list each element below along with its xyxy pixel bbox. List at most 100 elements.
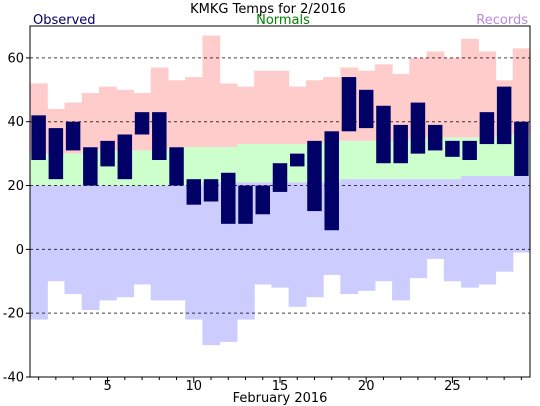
y-tick-label: 20 [7, 179, 24, 194]
record-high-bar [323, 77, 341, 141]
record-high-bar [185, 77, 204, 148]
record-high-bar [236, 86, 255, 145]
axes: -40 -20 0 20 40 60 5 10 15 20 25 [3, 51, 522, 394]
observed-bar [307, 140, 322, 212]
observed-bar [221, 172, 236, 224]
record-low-bar [81, 185, 100, 310]
record-low-bar [167, 185, 186, 301]
normal-range-bar [254, 144, 272, 183]
normal-range-bar [202, 147, 221, 183]
record-low-bar [426, 179, 445, 259]
grid-lines [30, 57, 530, 314]
normal-range-bar [357, 140, 376, 180]
legend-records: Records [476, 13, 528, 28]
record-high-bar [392, 73, 410, 141]
observed-bar [65, 121, 81, 151]
observed-bar [514, 121, 529, 176]
observed-bar [290, 153, 305, 167]
record-low-bar [409, 179, 428, 279]
observed-bar [48, 128, 64, 180]
record-low-bar [340, 179, 359, 295]
observed-bar [427, 124, 443, 151]
observed-bar [238, 185, 253, 224]
record-low-bar [150, 185, 169, 301]
observed-bar [272, 163, 288, 192]
record-high-bar [461, 38, 479, 138]
normal-range-bar [185, 147, 204, 186]
observed-bar [100, 140, 115, 167]
y-tick-label: 60 [7, 51, 24, 66]
record-low-bar [202, 182, 221, 346]
observed-bar [496, 86, 512, 145]
y-tick-label: 40 [7, 115, 24, 130]
record-high-bar [305, 80, 324, 145]
observed-bar [169, 147, 184, 186]
record-low-bar [64, 185, 83, 295]
x-axis-label: February 2016 [233, 391, 328, 406]
record-high-bar [219, 83, 238, 148]
record-low-bar [47, 185, 66, 282]
normal-range-bar [495, 134, 514, 176]
record-low-bar [357, 179, 376, 291]
observed-bar [134, 112, 150, 135]
observed-bar [479, 112, 495, 145]
observed-bar [445, 140, 460, 157]
x-tick-label: 15 [272, 379, 289, 394]
record-low-bar [185, 185, 204, 320]
observed-bar [324, 131, 339, 231]
normal-range-bar [340, 140, 359, 180]
record-high-bar [202, 35, 221, 148]
normal-range-bar [478, 137, 497, 176]
record-low-bar [392, 179, 410, 301]
record-low-bar [133, 185, 152, 285]
record-high-bar [98, 86, 117, 151]
observed-bar [393, 124, 408, 164]
chart-title: KMKG Temps for 2/2016 [190, 2, 346, 17]
observed-bar [186, 179, 202, 205]
legend-observed: Observed [33, 13, 96, 28]
record-low-bar [30, 185, 48, 320]
record-low-bar [271, 182, 290, 288]
normal-range-bar [236, 144, 255, 183]
observed-bar [462, 140, 477, 161]
observed-bar [83, 147, 98, 186]
x-tick-label: 5 [103, 379, 111, 394]
observed-bars [31, 77, 529, 231]
record-low-bar [495, 175, 514, 272]
record-high-bar [443, 57, 462, 138]
record-low-bar [98, 185, 117, 301]
y-tick-label: -20 [3, 307, 24, 322]
record-high-bar [167, 80, 186, 148]
x-tick-label: 10 [186, 379, 203, 394]
record-low-bar [374, 179, 393, 282]
observed-bar [358, 89, 374, 129]
record-low-bar [512, 175, 531, 253]
observed-bar [376, 105, 391, 164]
y-tick-label: -40 [3, 371, 24, 386]
observed-bar [117, 134, 133, 180]
record-low-bar [443, 179, 462, 282]
x-tick-label: 25 [444, 379, 461, 394]
record-high-bar [271, 70, 290, 145]
record-low-bar [116, 185, 135, 298]
observed-bar [341, 77, 357, 132]
legend-normals: Normals [256, 13, 310, 28]
x-tick-label: 20 [358, 379, 375, 394]
record-low-bar [461, 175, 479, 288]
observed-bar [255, 185, 270, 215]
y-tick-label: 0 [16, 243, 24, 258]
background-bars [30, 35, 531, 346]
record-low-bar [478, 175, 497, 285]
observed-bar [31, 115, 46, 161]
normal-range-bar [64, 153, 83, 186]
record-high-bar [254, 70, 272, 145]
record-low-bar [288, 182, 307, 307]
record-high-bar [512, 48, 531, 135]
observed-bar [203, 179, 219, 202]
normal-range-bar [133, 150, 152, 186]
normal-range-bar [30, 153, 48, 186]
observed-bar [152, 112, 167, 161]
observed-bar [410, 102, 426, 154]
record-high-bar [288, 86, 307, 145]
